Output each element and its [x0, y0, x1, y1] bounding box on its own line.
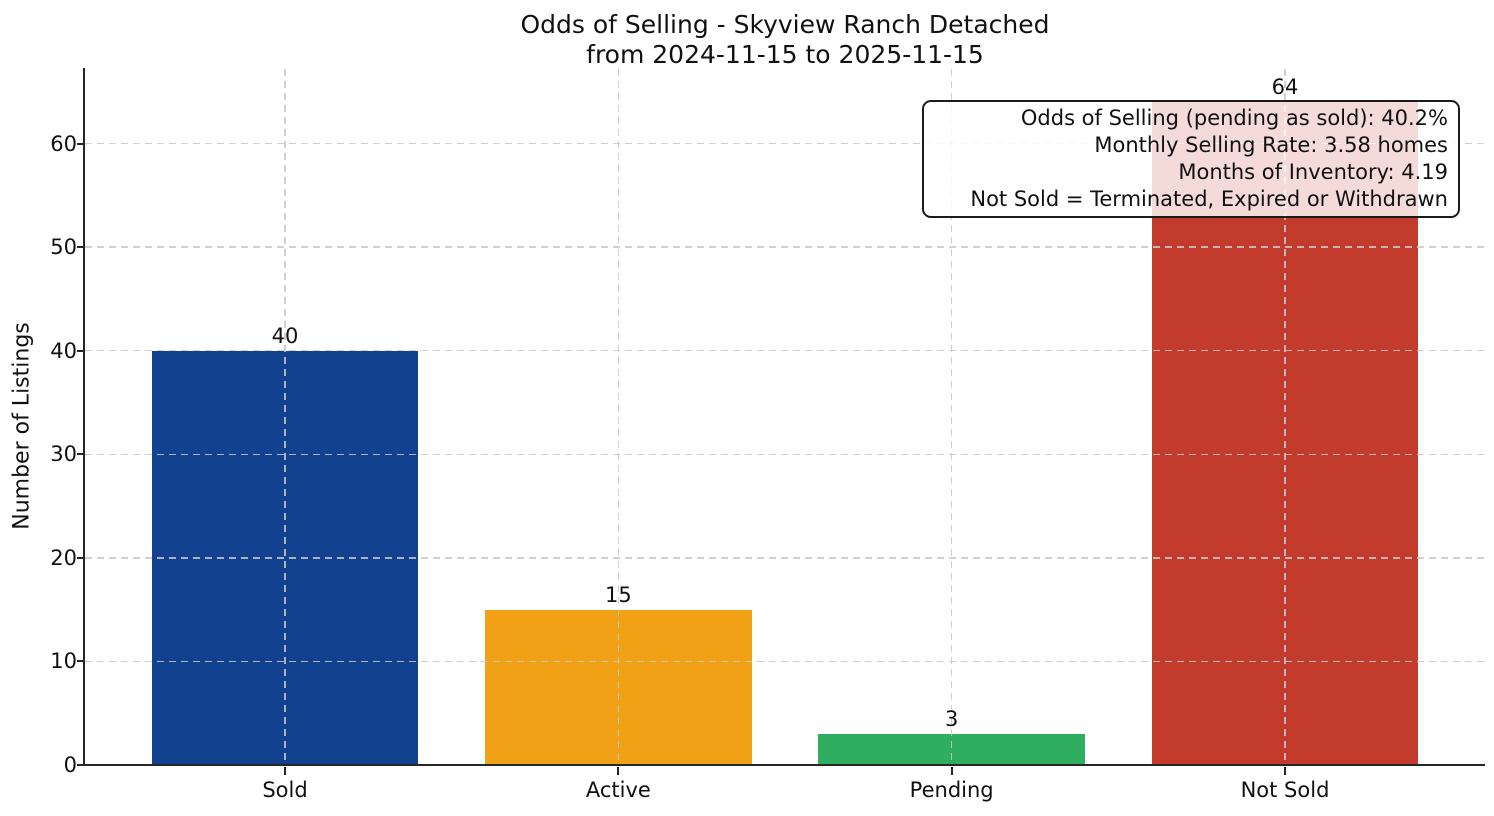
- stats-annotation-box: Odds of Selling (pending as sold): 40.2%…: [922, 100, 1460, 218]
- y-axis-spine: [83, 68, 85, 766]
- y-tick-mark: [77, 660, 85, 663]
- x-tick-label: Sold: [262, 778, 308, 802]
- y-tick-label: 60: [50, 131, 77, 156]
- x-tick-label: Not Sold: [1240, 778, 1330, 802]
- y-tick-label: 20: [50, 545, 77, 570]
- bar-active: [485, 609, 752, 765]
- y-tick-label: 50: [50, 235, 77, 260]
- stat-line-not-sold-definition: Not Sold = Terminated, Expired or Withdr…: [970, 187, 1448, 211]
- x-tick-mark: [617, 767, 620, 775]
- chart-title-line2: from 2024-11-15 to 2025-11-15: [586, 40, 984, 69]
- x-tick-label: Active: [585, 778, 651, 802]
- y-tick-mark: [77, 453, 85, 456]
- x-axis-spine: [83, 764, 1485, 766]
- y-tick-label: 30: [50, 442, 77, 467]
- bar-value-label: 15: [604, 582, 632, 607]
- stat-line-months-of-inventory: Months of Inventory: 4.19: [1178, 160, 1448, 184]
- x-tick-label: Pending: [909, 778, 994, 802]
- bar-pending: [818, 733, 1085, 765]
- y-tick-label: 40: [50, 338, 77, 363]
- x-tick-mark: [950, 767, 953, 775]
- y-tick-mark: [77, 556, 85, 559]
- bar-value-label: 3: [944, 706, 959, 731]
- y-axis-label: Number of Listings: [9, 322, 35, 530]
- y-tick-mark: [77, 142, 85, 145]
- bar-value-label: 64: [1271, 75, 1299, 100]
- stat-line-monthly-selling-rate: Monthly Selling Rate: 3.58 homes: [1094, 133, 1448, 157]
- x-tick-mark: [284, 767, 286, 775]
- bar-sold: [151, 350, 419, 765]
- x-tick-mark: [1284, 767, 1286, 775]
- y-tick-mark: [77, 349, 85, 352]
- stat-line-odds-of-selling: Odds of Selling (pending as sold): 40.2%: [1020, 106, 1448, 130]
- y-tick-mark: [77, 246, 85, 249]
- y-tick-mark: [77, 764, 85, 766]
- bar-value-label: 40: [271, 323, 299, 348]
- y-tick-label: 10: [50, 649, 77, 674]
- chart-title-line1: Odds of Selling - Skyview Ranch Detached: [520, 10, 1050, 39]
- y-tick-label: 0: [63, 753, 77, 777]
- chart-title: Odds of Selling - Skyview Ranch Detached…: [85, 10, 1485, 70]
